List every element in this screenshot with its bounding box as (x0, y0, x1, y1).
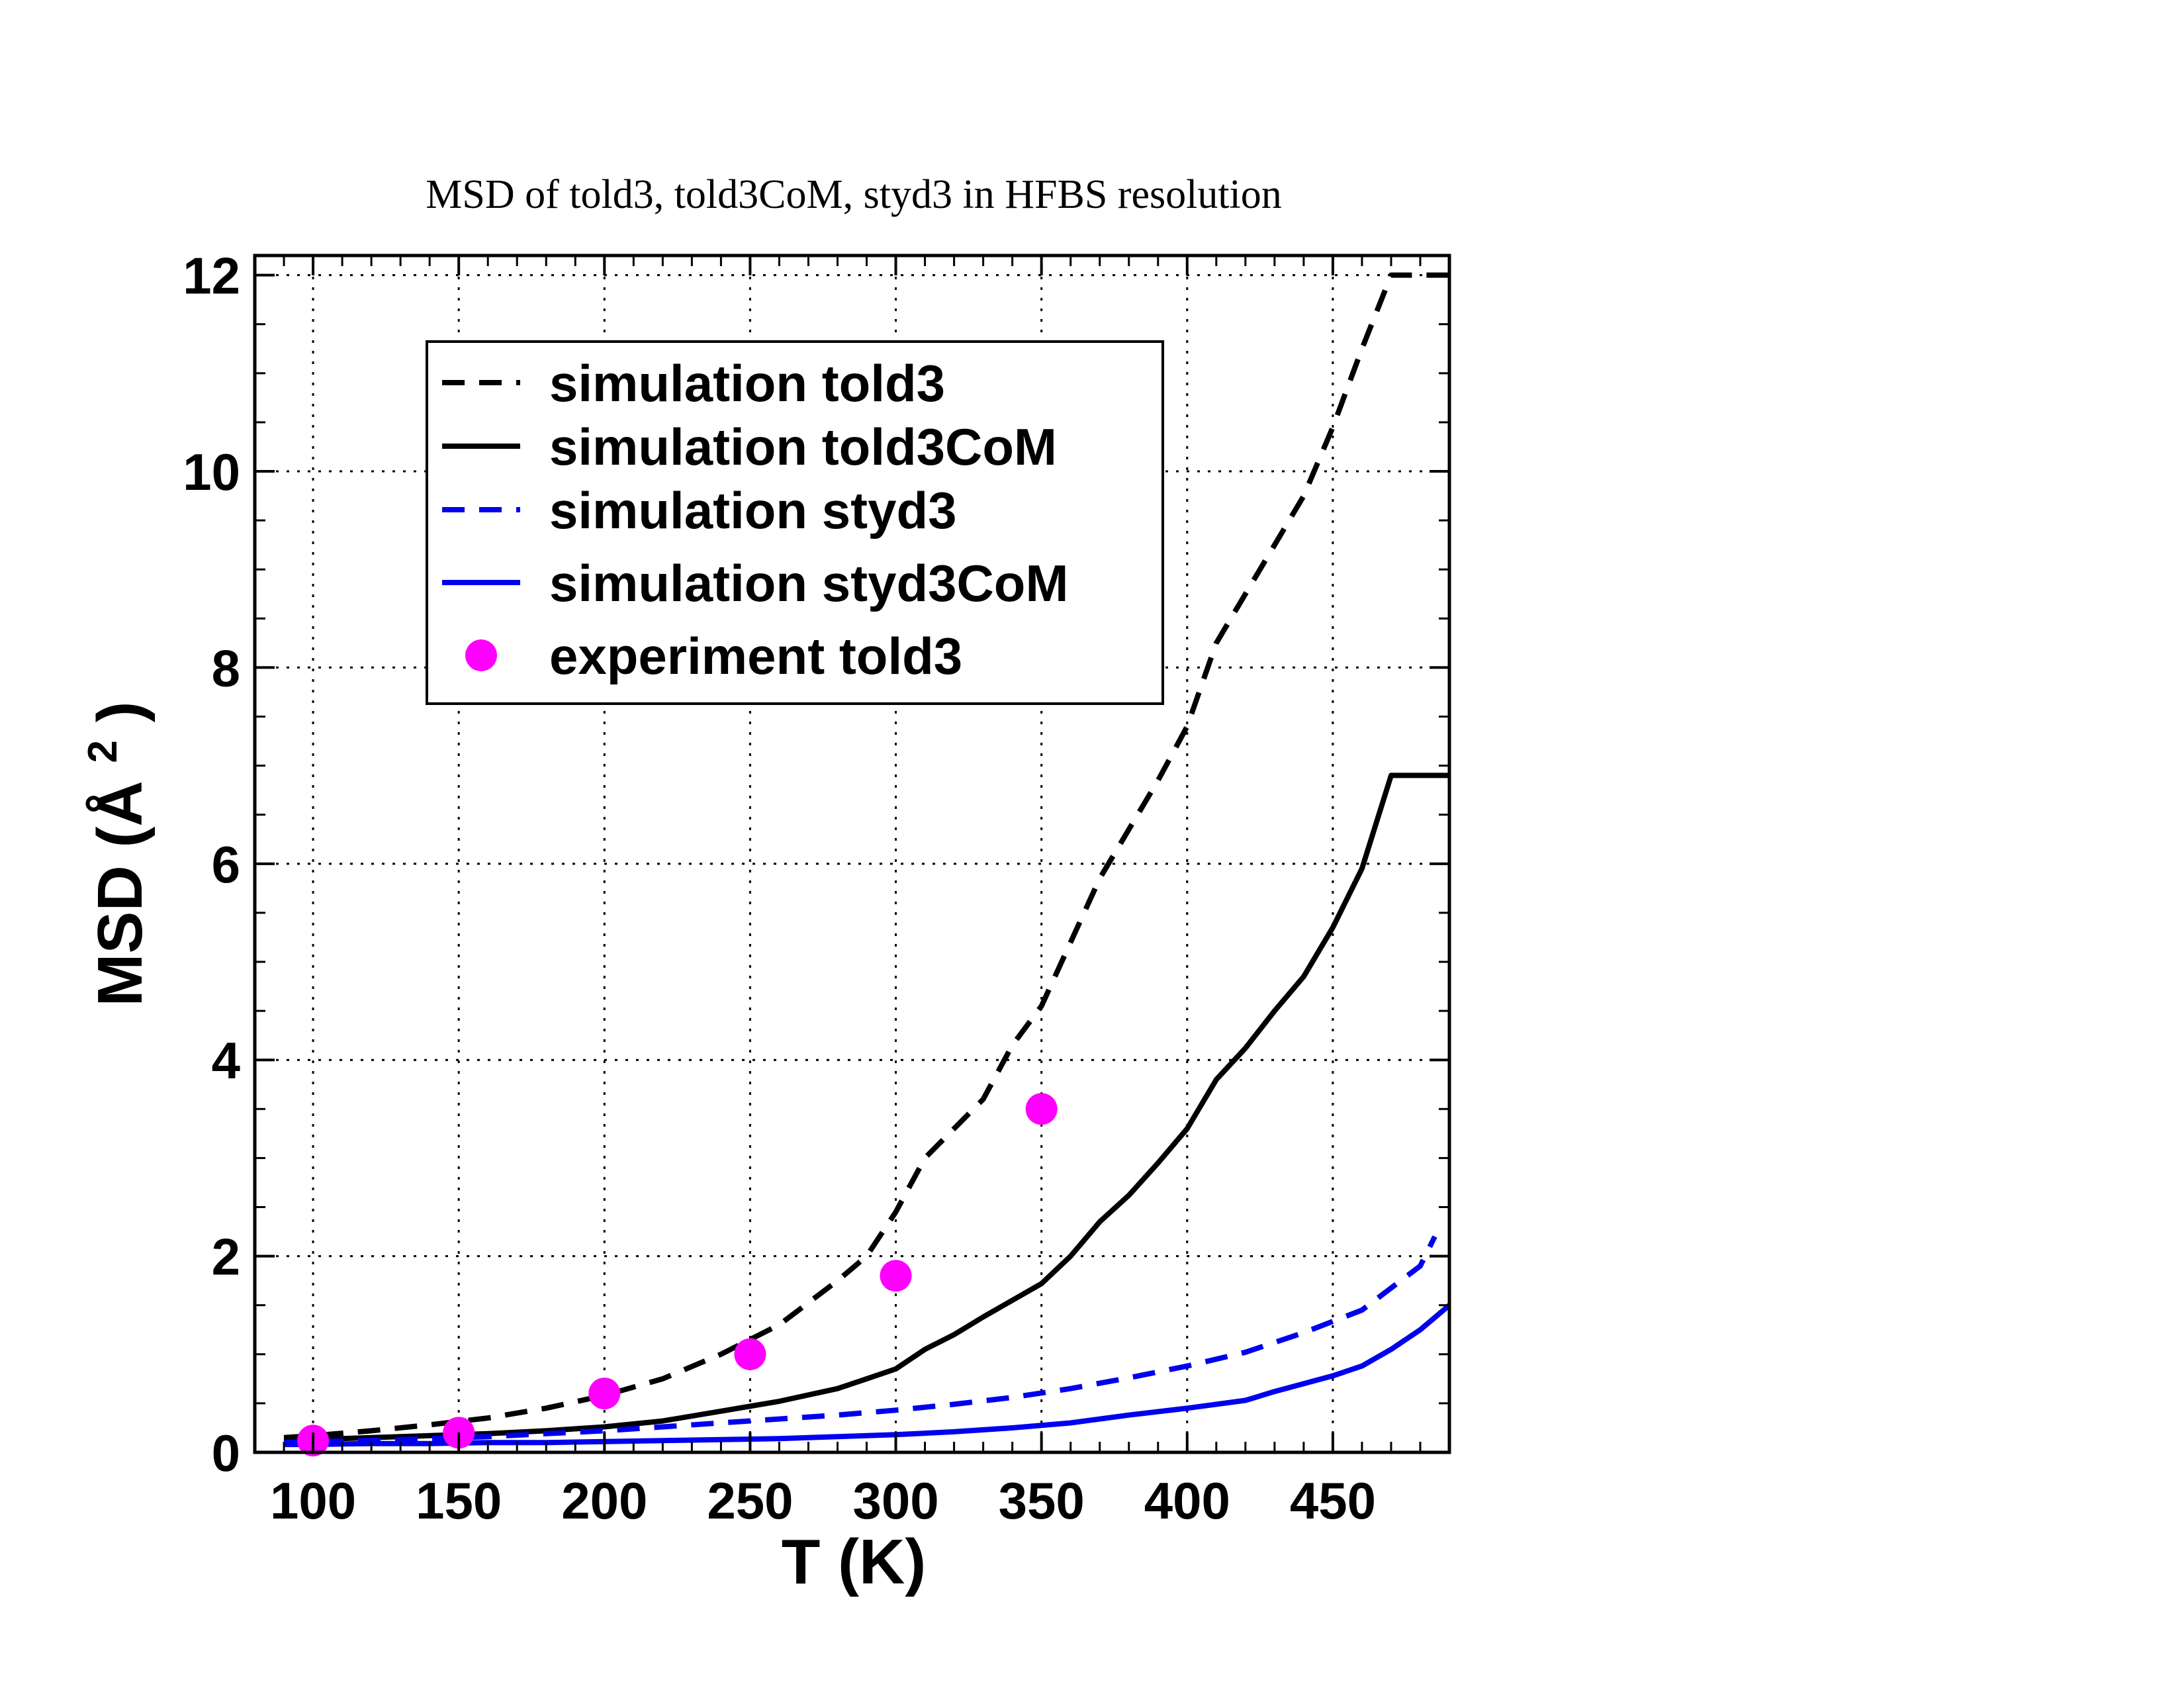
axis-ticks (255, 256, 1451, 1454)
x-tick-label: 350 (999, 1472, 1085, 1530)
data-point-experiment-told3 (880, 1260, 912, 1292)
y-axis-label-close: ) (85, 701, 156, 722)
x-tick-label: 250 (707, 1472, 793, 1530)
legend-label-simulation-styd3com: simulation styd3CoM (549, 554, 1068, 612)
y-tick-labels: 0 2 4 6 8 10 12 (183, 247, 240, 1482)
series-line-simulation-styd3 (283, 1235, 1437, 1446)
y-tick-label: 10 (183, 443, 240, 501)
legend-label-simulation-styd3: simulation styd3 (549, 481, 956, 539)
x-tick-labels: 100 150 200 250 300 350 400 450 (270, 1472, 1376, 1530)
plot-frame (253, 254, 1451, 1454)
y-tick-label: 8 (212, 639, 240, 697)
y-tick-label: 12 (183, 247, 240, 305)
data-point-experiment-told3 (588, 1378, 621, 1410)
grid-lines (255, 256, 1449, 1452)
series-line-simulation-told3 (283, 272, 1449, 1440)
y-tick-label: 6 (212, 835, 240, 894)
x-tick-label: 150 (416, 1472, 502, 1530)
y-tick-label: 2 (212, 1228, 240, 1286)
legend-label-simulation-told3com: simulation told3CoM (549, 418, 1057, 476)
x-tick-label: 300 (852, 1472, 938, 1530)
x-tick-label: 200 (561, 1472, 647, 1530)
y-tick-label: 4 (212, 1031, 240, 1090)
y-axis-label-superscript: 2 (80, 740, 126, 763)
series-line-simulation-told3com (283, 773, 1449, 1444)
data-point-experiment-told3 (734, 1338, 766, 1370)
chart-title: MSD of told3, told3CoM, styd3 in HFBS re… (426, 172, 1282, 217)
x-axis-label: T (K) (782, 1526, 927, 1597)
x-tick-label: 400 (1144, 1472, 1230, 1530)
data-point-experiment-told3 (1025, 1093, 1058, 1125)
y-axis-label-main: MSD (Å (85, 780, 156, 1006)
legend-box (426, 340, 1164, 705)
y-tick-label: 0 (212, 1424, 240, 1482)
legend-label-simulation-told3: simulation told3 (549, 354, 945, 412)
x-tick-label: 450 (1290, 1472, 1376, 1530)
y-axis-label: MSD (Å 2 ) (60, 701, 156, 1006)
legend-label-experiment-told3: experiment told3 (549, 627, 962, 685)
x-tick-label: 100 (270, 1472, 356, 1530)
legend-marker-experiment-told3 (465, 639, 497, 671)
